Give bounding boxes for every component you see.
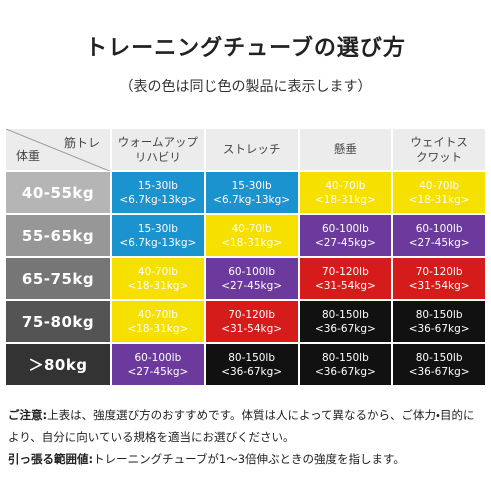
cell-line: <6.7kg-13kg> xyxy=(119,236,197,249)
cell-line: <36-67kg> xyxy=(408,322,470,335)
cell-line: <18-31kg> xyxy=(408,193,470,206)
table: 筋トレ 体重 ウォームアップ リハビリ ストレッチ 懸垂 ウェイトス クワット 40-55k… xyxy=(5,128,486,386)
column-header: ストレッチ xyxy=(204,128,299,171)
cell-line: <27-45kg> xyxy=(314,236,376,249)
column-header: 懸垂 xyxy=(298,128,393,171)
cell-line: 40-70lb xyxy=(137,308,178,321)
column-header: ウォームアップ リハビリ xyxy=(111,128,205,171)
cell-line: <18-31kg> xyxy=(314,193,376,206)
cell: 40-70lb <18-31kg> xyxy=(392,171,486,214)
cell-line: <36-67kg> xyxy=(221,365,283,378)
cell-line: 40-70lb xyxy=(231,222,272,235)
cell-line: <6.7kg-13kg> xyxy=(213,193,291,206)
corner-diagonal xyxy=(6,129,112,172)
row-label: 65-75kg xyxy=(5,257,111,300)
cell: 15-30lb <6.7kg-13kg> xyxy=(204,171,299,214)
column-header-line: ストレッチ xyxy=(222,142,281,156)
cell: 60-100lb <27-45kg> xyxy=(298,214,393,257)
cell: 70-120lb <31-54kg> xyxy=(298,257,393,300)
cell: 40-70lb <18-31kg> xyxy=(111,300,205,343)
cell: 80-150lb <36-67kg> xyxy=(392,343,486,386)
cell-line: 60-100lb xyxy=(321,222,369,235)
notes: ご注意:上表は、強度選び方のおすすめです。体質は人によって異なるから、ご体力・目… xyxy=(8,404,480,470)
cell: 40-70lb <18-31kg> xyxy=(298,171,393,214)
cell-line: 15-30lb xyxy=(137,179,178,192)
cell: 40-70lb <18-31kg> xyxy=(111,257,205,300)
cell-line: 70-120lb xyxy=(321,265,369,278)
cell-line: 60-100lb xyxy=(134,351,182,364)
note: 引っ張る範囲値:トレーニングチューブが1〜3倍伸ぶときの強度を指します。 xyxy=(8,448,480,470)
note-text: トレーニングチューブが1〜3倍伸ぶときの強度を指します。 xyxy=(93,452,405,466)
cell-line: <18-31kg> xyxy=(221,236,283,249)
note-label: 引っ張る範囲値: xyxy=(8,452,94,466)
column-header-line: ウォームアップ xyxy=(117,134,198,149)
cell-line: 80-150lb xyxy=(415,308,463,321)
column-header-line: ウェイトス xyxy=(410,134,468,149)
corner-top: 筋トレ xyxy=(63,136,100,150)
cell: 60-100lb <27-45kg> xyxy=(204,257,299,300)
cell: 80-150lb <36-67kg> xyxy=(204,343,299,386)
cell-line: <18-31kg> xyxy=(127,322,189,335)
cell-line: <27-45kg> xyxy=(221,279,283,292)
cell-line: 80-150lb xyxy=(321,308,369,321)
cell-line: 80-150lb xyxy=(415,351,463,364)
cell: 15-30lb <6.7kg-13kg> xyxy=(111,171,205,214)
row-label: ＞80kg xyxy=(5,343,111,386)
row-label: 55-65kg xyxy=(5,214,111,257)
cell: 70-120lb <31-54kg> xyxy=(204,300,299,343)
note-text: 上表は、強度選び方のおすすめです。体質は人によって異なるから、ご体力・目的により… xyxy=(8,408,475,444)
title: トレーニングチューブの選び方 xyxy=(85,36,406,61)
cell: 60-100lb <27-45kg> xyxy=(392,214,486,257)
column-header-line: 懸垂 xyxy=(333,142,357,156)
subtitle: （表の色は同じ色の製品に表示します） xyxy=(119,79,372,95)
corner-bottom: 体重 xyxy=(16,149,41,163)
cell-line: <31-54kg> xyxy=(221,322,283,335)
cell-line: <31-54kg> xyxy=(408,279,470,292)
cell: 80-150lb <36-67kg> xyxy=(298,343,393,386)
cell-line: <31-54kg> xyxy=(314,279,376,292)
column-header-line: クワット xyxy=(416,149,463,164)
cell-line: 40-70lb xyxy=(137,265,178,278)
cell-line: <18-31kg> xyxy=(127,279,189,292)
cell-line: 80-150lb xyxy=(228,351,276,364)
cell-line: 60-100lb xyxy=(415,222,463,235)
cell-line: <27-45kg> xyxy=(408,236,470,249)
cell-line: 40-70lb xyxy=(419,179,460,192)
cell: 70-120lb <31-54kg> xyxy=(392,257,486,300)
cell: 40-70lb <18-31kg> xyxy=(204,214,299,257)
cell-line: <36-67kg> xyxy=(408,365,470,378)
cell: 60-100lb <27-45kg> xyxy=(111,343,205,386)
cell: 15-30lb <6.7kg-13kg> xyxy=(111,214,205,257)
note-label: ご注意: xyxy=(8,408,48,422)
cell-line: 80-150lb xyxy=(321,351,369,364)
cell-line: <6.7kg-13kg> xyxy=(119,193,197,206)
cell: 80-150lb <36-67kg> xyxy=(392,300,486,343)
cell-line: <27-45kg> xyxy=(127,365,189,378)
column-header: ウェイトス クワット xyxy=(392,128,486,171)
cell-line: 60-100lb xyxy=(228,265,276,278)
cell-line: 15-30lb xyxy=(137,222,178,235)
cell-line: 15-30lb xyxy=(231,179,272,192)
cell-line: 40-70lb xyxy=(325,179,366,192)
cell-line: 70-120lb xyxy=(228,308,276,321)
note: ご注意:上表は、強度選び方のおすすめです。体質は人によって異なるから、ご体力・目… xyxy=(8,404,480,448)
row-label: 40-55kg xyxy=(5,171,111,214)
column-header-line: リハビリ xyxy=(134,149,181,164)
cell-line: <36-67kg> xyxy=(314,322,376,335)
cell-line: <36-67kg> xyxy=(314,365,376,378)
cell-line: 70-120lb xyxy=(415,265,463,278)
row-label: 75-80kg xyxy=(5,300,111,343)
corner: 筋トレ 体重 xyxy=(5,128,112,172)
cell: 80-150lb <36-67kg> xyxy=(298,300,393,343)
